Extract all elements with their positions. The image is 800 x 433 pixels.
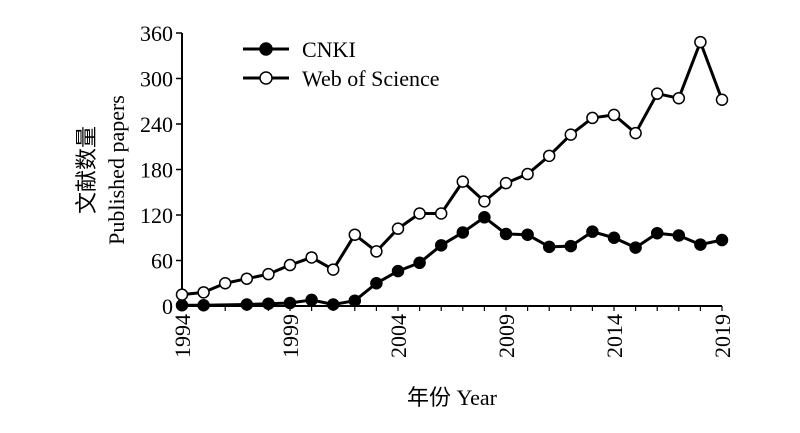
chart-legend: CNKI Web of Science	[243, 37, 440, 91]
data-point-cnki	[305, 293, 318, 307]
data-point-web-of-science	[607, 108, 621, 122]
y-tick-label: 0	[162, 294, 173, 319]
legend-marker-cnki	[259, 42, 273, 56]
y-tick-label: 120	[140, 203, 173, 228]
data-point-cnki	[478, 211, 491, 224]
data-point-web-of-science	[413, 207, 426, 220]
data-point-cnki	[694, 238, 707, 251]
data-point-web-of-science	[564, 128, 578, 141]
data-point-web-of-science	[586, 111, 599, 125]
data-point-web-of-science	[326, 263, 340, 276]
data-point-cnki	[391, 264, 405, 278]
data-point-web-of-science	[672, 91, 686, 105]
data-point-cnki	[650, 226, 664, 240]
data-point-web-of-science	[391, 222, 405, 235]
data-point-web-of-science	[262, 267, 275, 281]
data-point-web-of-science	[629, 126, 642, 140]
x-tick-label: 2004	[386, 314, 411, 358]
y-tick-label: 60	[151, 249, 173, 274]
data-point-cnki	[629, 241, 642, 254]
y-tick-label: 180	[140, 158, 173, 183]
series-line-cnki	[182, 215, 723, 307]
data-point-web-of-science	[650, 87, 664, 100]
data-point-web-of-science	[521, 167, 534, 181]
y-tick-label: 300	[140, 67, 173, 92]
x-tick-label: 2014	[602, 314, 627, 358]
data-point-cnki	[262, 297, 275, 310]
data-point-web-of-science	[499, 176, 513, 190]
data-point-cnki	[672, 229, 686, 242]
data-point-cnki	[607, 231, 621, 244]
data-point-web-of-science	[197, 286, 210, 299]
y-axis-title-cn: 文献数量	[74, 126, 99, 214]
data-point-cnki	[715, 233, 729, 247]
data-point-web-of-science	[456, 175, 470, 188]
data-point-cnki	[564, 239, 578, 253]
y-tick-label: 240	[140, 112, 173, 137]
data-point-cnki	[175, 298, 189, 312]
data-point-cnki	[240, 298, 254, 311]
x-tick-label: 1999	[278, 314, 303, 358]
x-tick-label: 1994	[170, 314, 195, 358]
data-point-web-of-science	[283, 258, 297, 272]
data-point-web-of-science	[175, 288, 189, 301]
chart-axes: 0 60 120 180 240 300 360 1994 1999 2004 2009 2014 20…	[140, 21, 735, 358]
data-point-cnki	[348, 294, 362, 307]
data-point-cnki	[413, 256, 426, 270]
legend-label-cnki: CNKI	[302, 37, 356, 62]
x-tick-label: 2009	[494, 314, 519, 358]
x-tick-label: 2019	[710, 314, 735, 358]
legend-marker-web-of-science	[259, 71, 273, 85]
y-tick-label: 360	[140, 21, 173, 46]
data-point-cnki	[542, 240, 556, 254]
data-point-cnki	[197, 298, 210, 312]
data-point-web-of-science	[542, 149, 556, 163]
data-point-cnki	[521, 228, 534, 241]
data-point-cnki	[434, 239, 448, 252]
data-point-cnki	[499, 227, 513, 241]
data-point-web-of-science	[434, 207, 448, 220]
data-point-cnki	[586, 225, 599, 238]
axis-titles: 年份 Year 文献数量 Published papers	[74, 95, 498, 410]
data-point-cnki	[456, 226, 470, 239]
legend-label-web-of-science: Web of Science	[302, 66, 440, 91]
x-axis-title: 年份 Year	[407, 385, 498, 410]
data-point-web-of-science	[694, 35, 707, 49]
data-point-web-of-science	[478, 195, 491, 208]
data-point-web-of-science	[218, 277, 232, 290]
data-point-cnki	[370, 277, 383, 290]
data-point-cnki	[283, 296, 297, 310]
data-point-web-of-science	[348, 228, 362, 241]
data-point-web-of-science	[305, 251, 318, 264]
data-point-cnki	[326, 298, 340, 311]
y-axis-title-en: Published papers	[104, 95, 129, 245]
series-markers	[175, 35, 729, 312]
data-point-web-of-science	[240, 272, 254, 285]
data-point-web-of-science	[715, 93, 729, 106]
data-point-web-of-science	[370, 245, 383, 258]
